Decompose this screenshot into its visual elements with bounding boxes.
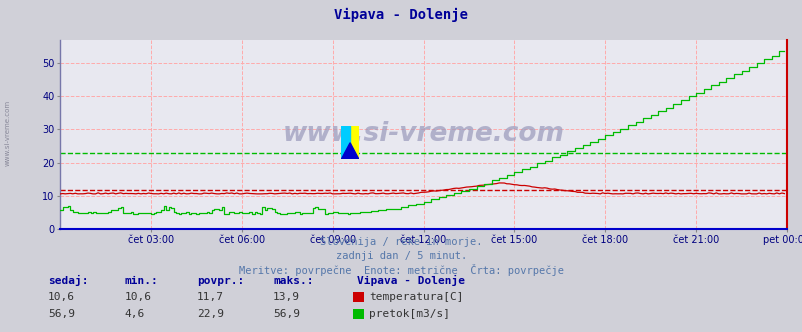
Text: temperatura[C]: temperatura[C]	[369, 292, 464, 302]
Text: Meritve: povrpečne  Enote: metrične  Črta: povrpečje: Meritve: povrpečne Enote: metrične Črta:…	[239, 264, 563, 276]
Text: Slovenija / reke in morje.: Slovenija / reke in morje.	[320, 237, 482, 247]
Polygon shape	[341, 143, 358, 159]
Text: 56,9: 56,9	[48, 309, 75, 319]
Text: pretok[m3/s]: pretok[m3/s]	[369, 309, 450, 319]
Text: 22,9: 22,9	[196, 309, 224, 319]
Text: 56,9: 56,9	[273, 309, 300, 319]
Text: 4,6: 4,6	[124, 309, 144, 319]
Text: Vipava - Dolenje: Vipava - Dolenje	[334, 8, 468, 23]
Text: www.si-vreme.com: www.si-vreme.com	[282, 122, 564, 147]
Text: 10,6: 10,6	[124, 292, 152, 302]
Text: www.si-vreme.com: www.si-vreme.com	[5, 100, 11, 166]
Text: 13,9: 13,9	[273, 292, 300, 302]
Text: 11,7: 11,7	[196, 292, 224, 302]
Polygon shape	[341, 126, 350, 159]
Text: povpr.:: povpr.:	[196, 276, 244, 286]
Text: zadnji dan / 5 minut.: zadnji dan / 5 minut.	[335, 251, 467, 261]
Text: maks.:: maks.:	[273, 276, 313, 286]
Polygon shape	[350, 126, 358, 159]
Text: Vipava - Dolenje: Vipava - Dolenje	[357, 275, 464, 286]
Text: 10,6: 10,6	[48, 292, 75, 302]
Text: sedaj:: sedaj:	[48, 275, 88, 286]
Text: min.:: min.:	[124, 276, 158, 286]
